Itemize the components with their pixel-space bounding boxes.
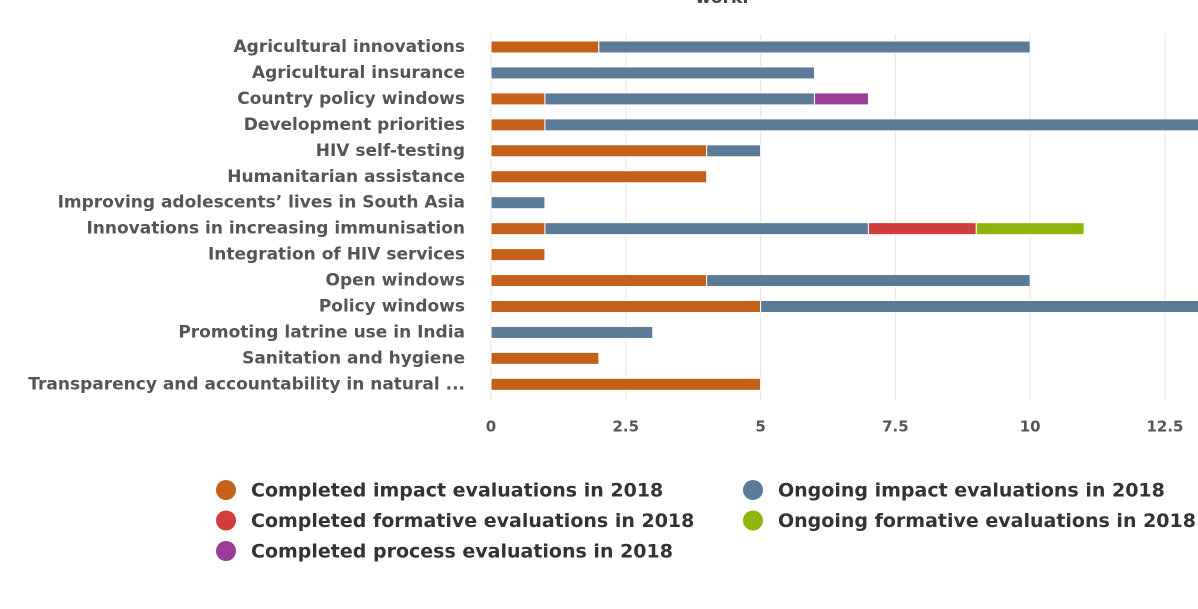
y-tick-label: Innovations in increasing immunisation [86, 219, 465, 239]
bar-segment [490, 144, 708, 158]
legend-label: Completed formative evaluations in 2018 [251, 510, 694, 532]
bar-segment [490, 66, 816, 80]
bar-segment [490, 196, 546, 210]
bar-segment [760, 300, 1198, 313]
y-tick-label: Transparency and accountability in natur… [28, 374, 465, 394]
bar-segment [975, 222, 1085, 236]
bar-segment [490, 377, 762, 391]
x-tick-label: 5 [755, 418, 765, 436]
y-tick-label: Agricultural innovations [234, 37, 466, 57]
bar-segment [598, 40, 1031, 54]
x-tick-label: 7.5 [882, 418, 909, 436]
bar-segment [490, 222, 546, 236]
bar-segment [706, 274, 1031, 288]
y-tick-label: Sanitation and hygiene [242, 348, 465, 368]
y-tick-label: Humanitarian assistance [227, 167, 465, 187]
bar-segment [490, 40, 600, 54]
bar-segment [490, 170, 708, 184]
legend-marker [743, 480, 763, 500]
x-tick-label: 12.5 [1146, 418, 1183, 436]
legend-marker [743, 510, 763, 531]
bar-segment [490, 351, 600, 365]
legend-marker [216, 480, 236, 500]
chart-title: work. [695, 0, 749, 8]
bar-segment [867, 222, 977, 236]
legend-marker [216, 541, 236, 561]
legend-label: Ongoing impact evaluations in 2018 [778, 480, 1165, 502]
bar-segment [706, 144, 762, 158]
y-tick-label: Improving adolescents’ lives in South As… [58, 193, 465, 213]
bar-segment [490, 274, 708, 288]
legend-label: Completed impact evaluations in 2018 [251, 480, 663, 502]
bar-segment [490, 300, 762, 313]
legend-marker [216, 510, 236, 531]
y-tick-label: Development priorities [244, 115, 465, 135]
x-tick-label: 2.5 [613, 418, 640, 436]
y-tick-label: HIV self-testing [316, 141, 465, 161]
bar-segment [814, 92, 869, 106]
y-tick-label: Promoting latrine use in India [178, 322, 465, 342]
x-tick-label: 10 [1020, 418, 1041, 436]
bar-segment [490, 325, 654, 339]
legend-label: Completed process evaluations in 2018 [251, 541, 673, 563]
legend-label: Ongoing formative evaluations in 2018 [778, 510, 1196, 532]
bar-segment [490, 248, 546, 262]
bar-segment [490, 92, 546, 106]
y-tick-label: Country policy windows [237, 89, 465, 109]
y-tick-label: Open windows [326, 271, 465, 291]
bar-segment [544, 92, 816, 106]
y-tick-label: Policy windows [319, 297, 465, 317]
bar-segment [544, 222, 869, 236]
y-tick-label: Integration of HIV services [208, 245, 465, 265]
x-tick-label: 0 [486, 418, 496, 436]
y-tick-label: Agricultural insurance [252, 63, 465, 83]
bar-segment [544, 118, 1198, 132]
bar-segment [490, 118, 546, 132]
